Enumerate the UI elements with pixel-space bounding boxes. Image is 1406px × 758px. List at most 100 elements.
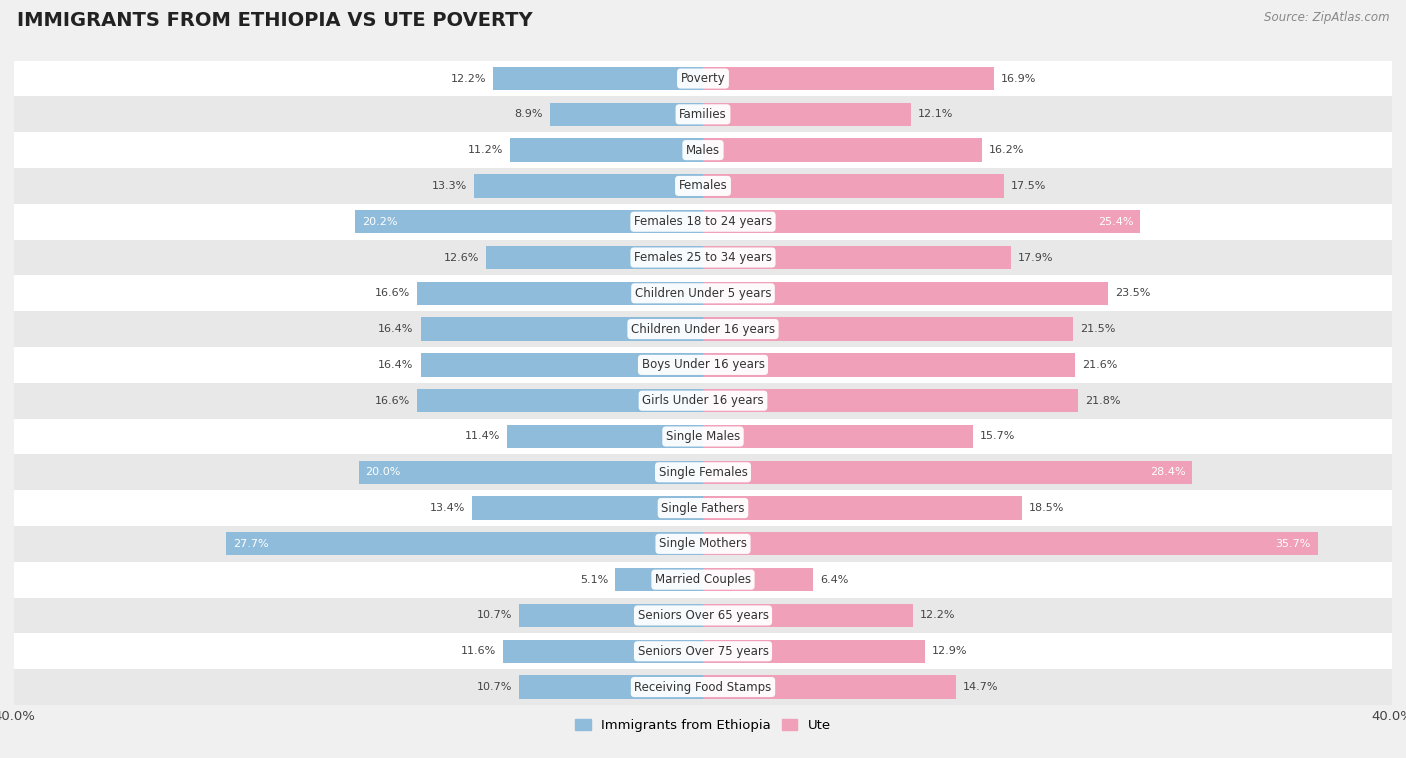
- Text: Seniors Over 65 years: Seniors Over 65 years: [637, 609, 769, 622]
- Bar: [14, 490, 1392, 526]
- Text: Females: Females: [679, 180, 727, 193]
- Text: Boys Under 16 years: Boys Under 16 years: [641, 359, 765, 371]
- Bar: [14, 634, 1392, 669]
- Bar: [519, 675, 703, 699]
- Text: 23.5%: 23.5%: [1115, 288, 1150, 299]
- Text: 15.7%: 15.7%: [980, 431, 1015, 441]
- Text: Children Under 16 years: Children Under 16 years: [631, 323, 775, 336]
- Bar: [703, 67, 994, 90]
- Text: 16.6%: 16.6%: [375, 288, 411, 299]
- Text: Females 18 to 24 years: Females 18 to 24 years: [634, 215, 772, 228]
- Bar: [474, 174, 703, 198]
- Text: 12.2%: 12.2%: [920, 610, 956, 621]
- Text: IMMIGRANTS FROM ETHIOPIA VS UTE POVERTY: IMMIGRANTS FROM ETHIOPIA VS UTE POVERTY: [17, 11, 533, 30]
- Text: 5.1%: 5.1%: [581, 575, 609, 584]
- Bar: [510, 139, 703, 161]
- Text: Children Under 5 years: Children Under 5 years: [634, 287, 772, 300]
- Text: Single Mothers: Single Mothers: [659, 537, 747, 550]
- Text: Single Fathers: Single Fathers: [661, 502, 745, 515]
- Text: 21.5%: 21.5%: [1080, 324, 1115, 334]
- Text: 20.2%: 20.2%: [361, 217, 398, 227]
- Text: 27.7%: 27.7%: [233, 539, 269, 549]
- Text: 35.7%: 35.7%: [1275, 539, 1310, 549]
- Bar: [14, 347, 1392, 383]
- Text: 16.2%: 16.2%: [988, 145, 1025, 155]
- Bar: [519, 604, 703, 627]
- Bar: [14, 275, 1392, 312]
- Bar: [703, 318, 1073, 341]
- Bar: [14, 454, 1392, 490]
- Text: 11.4%: 11.4%: [464, 431, 499, 441]
- Bar: [472, 496, 703, 520]
- Bar: [616, 568, 703, 591]
- Bar: [486, 246, 703, 269]
- Text: 12.9%: 12.9%: [932, 647, 967, 656]
- Text: 25.4%: 25.4%: [1098, 217, 1133, 227]
- Text: 6.4%: 6.4%: [820, 575, 848, 584]
- Bar: [503, 640, 703, 663]
- Bar: [14, 562, 1392, 597]
- Text: 17.9%: 17.9%: [1018, 252, 1053, 262]
- Bar: [703, 139, 981, 161]
- Text: 21.8%: 21.8%: [1085, 396, 1121, 406]
- Bar: [703, 675, 956, 699]
- Text: 16.4%: 16.4%: [378, 360, 413, 370]
- Text: Families: Families: [679, 108, 727, 121]
- Bar: [14, 204, 1392, 240]
- Bar: [14, 312, 1392, 347]
- Text: 10.7%: 10.7%: [477, 682, 512, 692]
- Text: Single Females: Single Females: [658, 465, 748, 479]
- Bar: [14, 240, 1392, 275]
- Bar: [14, 526, 1392, 562]
- Text: Married Couples: Married Couples: [655, 573, 751, 586]
- Text: 11.6%: 11.6%: [461, 647, 496, 656]
- Text: Receiving Food Stamps: Receiving Food Stamps: [634, 681, 772, 694]
- Text: Single Males: Single Males: [666, 430, 740, 443]
- Text: 11.2%: 11.2%: [468, 145, 503, 155]
- Bar: [14, 132, 1392, 168]
- Text: Females 25 to 34 years: Females 25 to 34 years: [634, 251, 772, 264]
- Bar: [703, 282, 1108, 305]
- Text: 12.2%: 12.2%: [450, 74, 486, 83]
- Text: Seniors Over 75 years: Seniors Over 75 years: [637, 645, 769, 658]
- Bar: [14, 669, 1392, 705]
- Bar: [494, 67, 703, 90]
- Bar: [703, 496, 1022, 520]
- Bar: [703, 246, 1011, 269]
- Bar: [703, 640, 925, 663]
- Text: 28.4%: 28.4%: [1150, 467, 1185, 478]
- Text: Source: ZipAtlas.com: Source: ZipAtlas.com: [1264, 11, 1389, 24]
- Text: 16.6%: 16.6%: [375, 396, 411, 406]
- Bar: [506, 424, 703, 448]
- Bar: [356, 210, 703, 233]
- Text: 8.9%: 8.9%: [515, 109, 543, 119]
- Text: 18.5%: 18.5%: [1029, 503, 1064, 513]
- Bar: [703, 389, 1078, 412]
- Bar: [703, 461, 1192, 484]
- Text: 13.4%: 13.4%: [430, 503, 465, 513]
- Bar: [14, 61, 1392, 96]
- Text: 13.3%: 13.3%: [432, 181, 467, 191]
- Bar: [14, 418, 1392, 454]
- Bar: [703, 424, 973, 448]
- Text: Poverty: Poverty: [681, 72, 725, 85]
- Text: 16.4%: 16.4%: [378, 324, 413, 334]
- Bar: [420, 353, 703, 377]
- Bar: [703, 353, 1076, 377]
- Text: 12.6%: 12.6%: [444, 252, 479, 262]
- Text: 21.6%: 21.6%: [1083, 360, 1118, 370]
- Bar: [703, 210, 1140, 233]
- Bar: [420, 318, 703, 341]
- Legend: Immigrants from Ethiopia, Ute: Immigrants from Ethiopia, Ute: [569, 713, 837, 737]
- Bar: [418, 389, 703, 412]
- Text: Girls Under 16 years: Girls Under 16 years: [643, 394, 763, 407]
- Text: 17.5%: 17.5%: [1011, 181, 1046, 191]
- Bar: [418, 282, 703, 305]
- Text: 20.0%: 20.0%: [366, 467, 401, 478]
- Bar: [703, 102, 911, 126]
- Text: Males: Males: [686, 143, 720, 157]
- Text: 14.7%: 14.7%: [963, 682, 998, 692]
- Bar: [14, 597, 1392, 634]
- Bar: [14, 383, 1392, 418]
- Bar: [14, 96, 1392, 132]
